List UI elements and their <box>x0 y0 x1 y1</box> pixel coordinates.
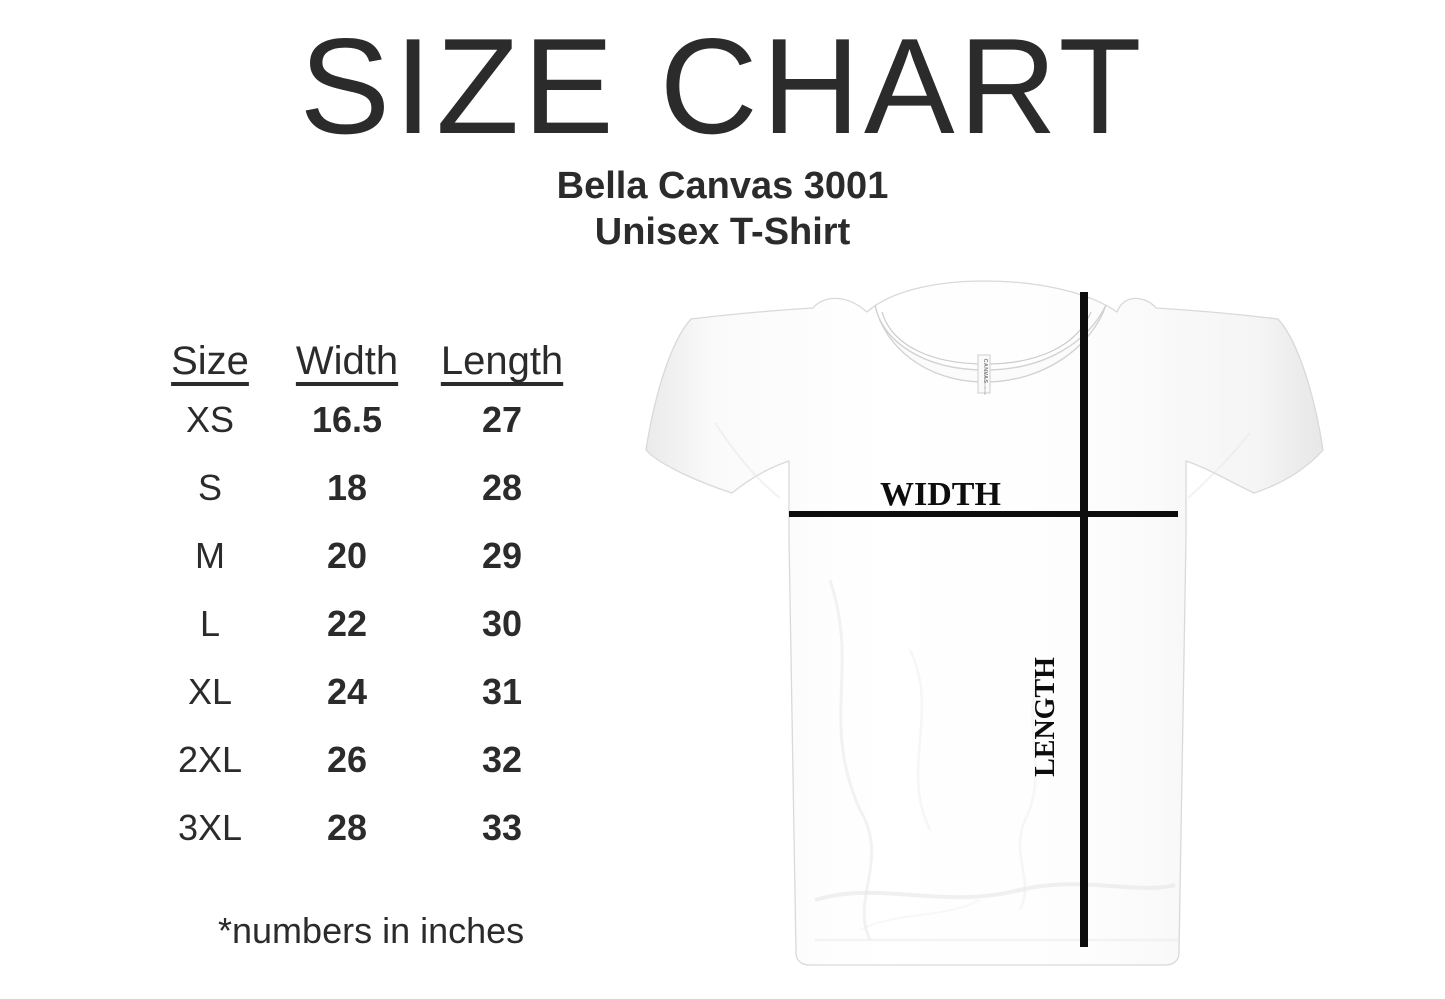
svg-text:LENGTH: LENGTH <box>1030 657 1061 777</box>
svg-text:BELLA+CANVAS: BELLA+CANVAS <box>983 371 987 395</box>
svg-text:WIDTH: WIDTH <box>880 476 1001 513</box>
